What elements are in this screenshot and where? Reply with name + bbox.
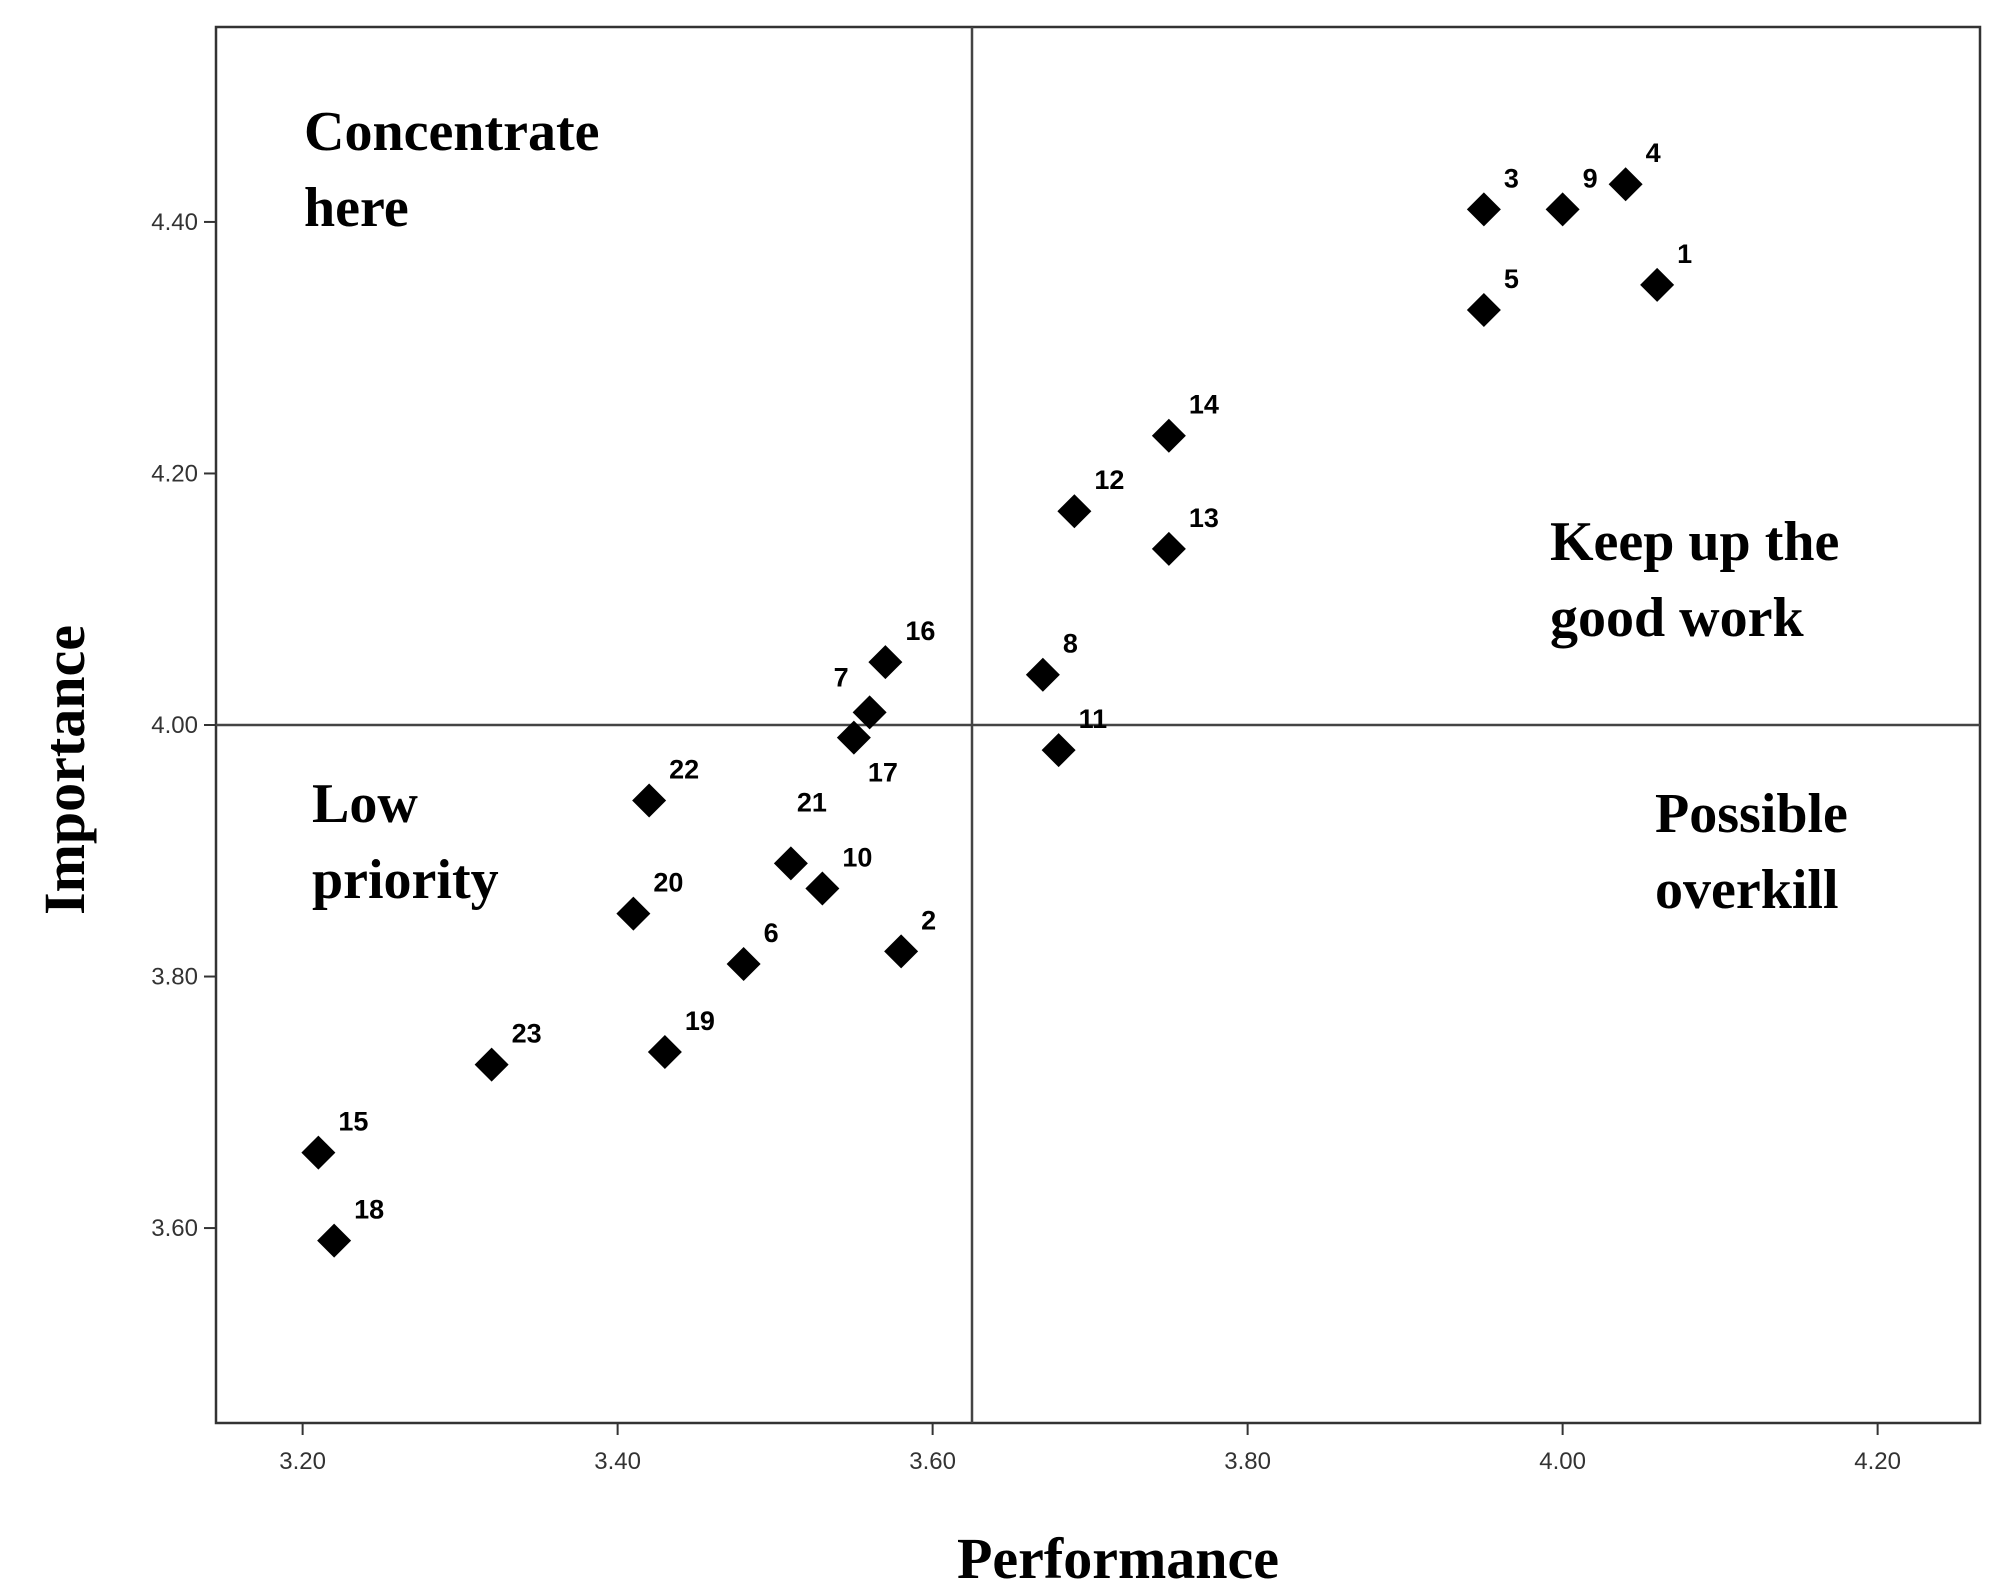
point-marker-1 xyxy=(1640,267,1675,302)
point-label-20: 20 xyxy=(653,868,683,898)
point-marker-9 xyxy=(1545,192,1580,227)
point-label-14: 14 xyxy=(1189,390,1219,420)
point-label-6: 6 xyxy=(764,918,779,948)
y-tick-label: 4.20 xyxy=(151,460,198,487)
x-tick-label: 3.80 xyxy=(1224,1448,1271,1475)
point-label-8: 8 xyxy=(1063,629,1078,659)
y-axis-ticks: 3.60 3.80 4.00 4.20 4.40 xyxy=(151,209,216,1242)
point-label-1: 1 xyxy=(1677,239,1692,269)
point-marker-13 xyxy=(1151,531,1186,566)
quadrant-label-possible-overkill-line1: Possible xyxy=(1655,783,1848,845)
y-axis-title: Importance xyxy=(32,625,97,915)
x-tick-label: 4.00 xyxy=(1539,1448,1586,1475)
point-marker-10 xyxy=(805,871,840,906)
quadrant-label-keep-up-line1: Keep up the xyxy=(1550,511,1839,573)
quadrant-label-low-priority-line2: priority xyxy=(312,849,499,911)
point-marker-12 xyxy=(1057,494,1092,529)
quadrant-label-low-priority-line1: Low xyxy=(312,773,418,835)
point-label-9: 9 xyxy=(1583,163,1598,193)
point-label-2: 2 xyxy=(921,905,936,935)
point-label-12: 12 xyxy=(1094,465,1124,495)
point-marker-2 xyxy=(884,934,919,969)
x-tick-label: 3.20 xyxy=(279,1448,326,1475)
point-marker-4 xyxy=(1608,167,1643,202)
point-marker-23 xyxy=(474,1047,509,1082)
point-label-18: 18 xyxy=(354,1195,384,1225)
quadrant-label-concentrate-here-line1: Concentrate xyxy=(304,101,599,163)
point-marker-5 xyxy=(1466,292,1501,327)
point-label-3: 3 xyxy=(1504,163,1519,193)
x-axis-title: Performance xyxy=(957,1526,1279,1590)
point-label-11: 11 xyxy=(1079,704,1108,734)
x-axis-ticks: 3.20 3.40 3.60 3.80 4.00 4.20 xyxy=(279,1423,1901,1475)
y-tick-label: 4.00 xyxy=(151,712,198,739)
quadrant-label-possible-overkill-line2: overkill xyxy=(1655,859,1839,921)
point-marker-22 xyxy=(632,783,667,818)
point-label-23: 23 xyxy=(512,1019,542,1049)
point-label-5: 5 xyxy=(1504,264,1519,294)
point-label-10: 10 xyxy=(842,842,872,872)
y-tick-label: 4.40 xyxy=(151,209,198,236)
point-marker-16 xyxy=(868,645,903,680)
point-label-21: 21 xyxy=(797,787,827,817)
point-marker-6 xyxy=(726,946,761,981)
point-label-13: 13 xyxy=(1189,503,1219,533)
x-tick-label: 3.60 xyxy=(909,1448,956,1475)
point-label-4: 4 xyxy=(1646,138,1661,168)
point-label-17: 17 xyxy=(868,758,898,788)
point-marker-17 xyxy=(836,720,871,755)
point-marker-14 xyxy=(1151,418,1186,453)
point-label-7: 7 xyxy=(834,662,849,692)
point-marker-20 xyxy=(616,896,651,931)
point-marker-19 xyxy=(647,1034,682,1069)
y-tick-label: 3.80 xyxy=(151,964,198,991)
point-marker-8 xyxy=(1025,657,1060,692)
point-marker-18 xyxy=(317,1223,352,1258)
point-label-16: 16 xyxy=(905,616,935,646)
x-tick-label: 4.20 xyxy=(1854,1448,1901,1475)
point-marker-21 xyxy=(773,846,808,881)
point-marker-7 xyxy=(852,695,887,730)
point-label-15: 15 xyxy=(338,1107,368,1137)
point-marker-15 xyxy=(301,1135,336,1170)
y-tick-label: 3.60 xyxy=(151,1215,198,1242)
point-marker-3 xyxy=(1466,192,1501,227)
quadrant-label-concentrate-here-line2: here xyxy=(304,177,409,239)
point-marker-11 xyxy=(1041,733,1076,768)
quadrant-label-keep-up-line2: good work xyxy=(1550,587,1804,649)
point-label-19: 19 xyxy=(685,1006,715,1036)
x-tick-label: 3.40 xyxy=(594,1448,641,1475)
point-label-22: 22 xyxy=(669,754,699,784)
